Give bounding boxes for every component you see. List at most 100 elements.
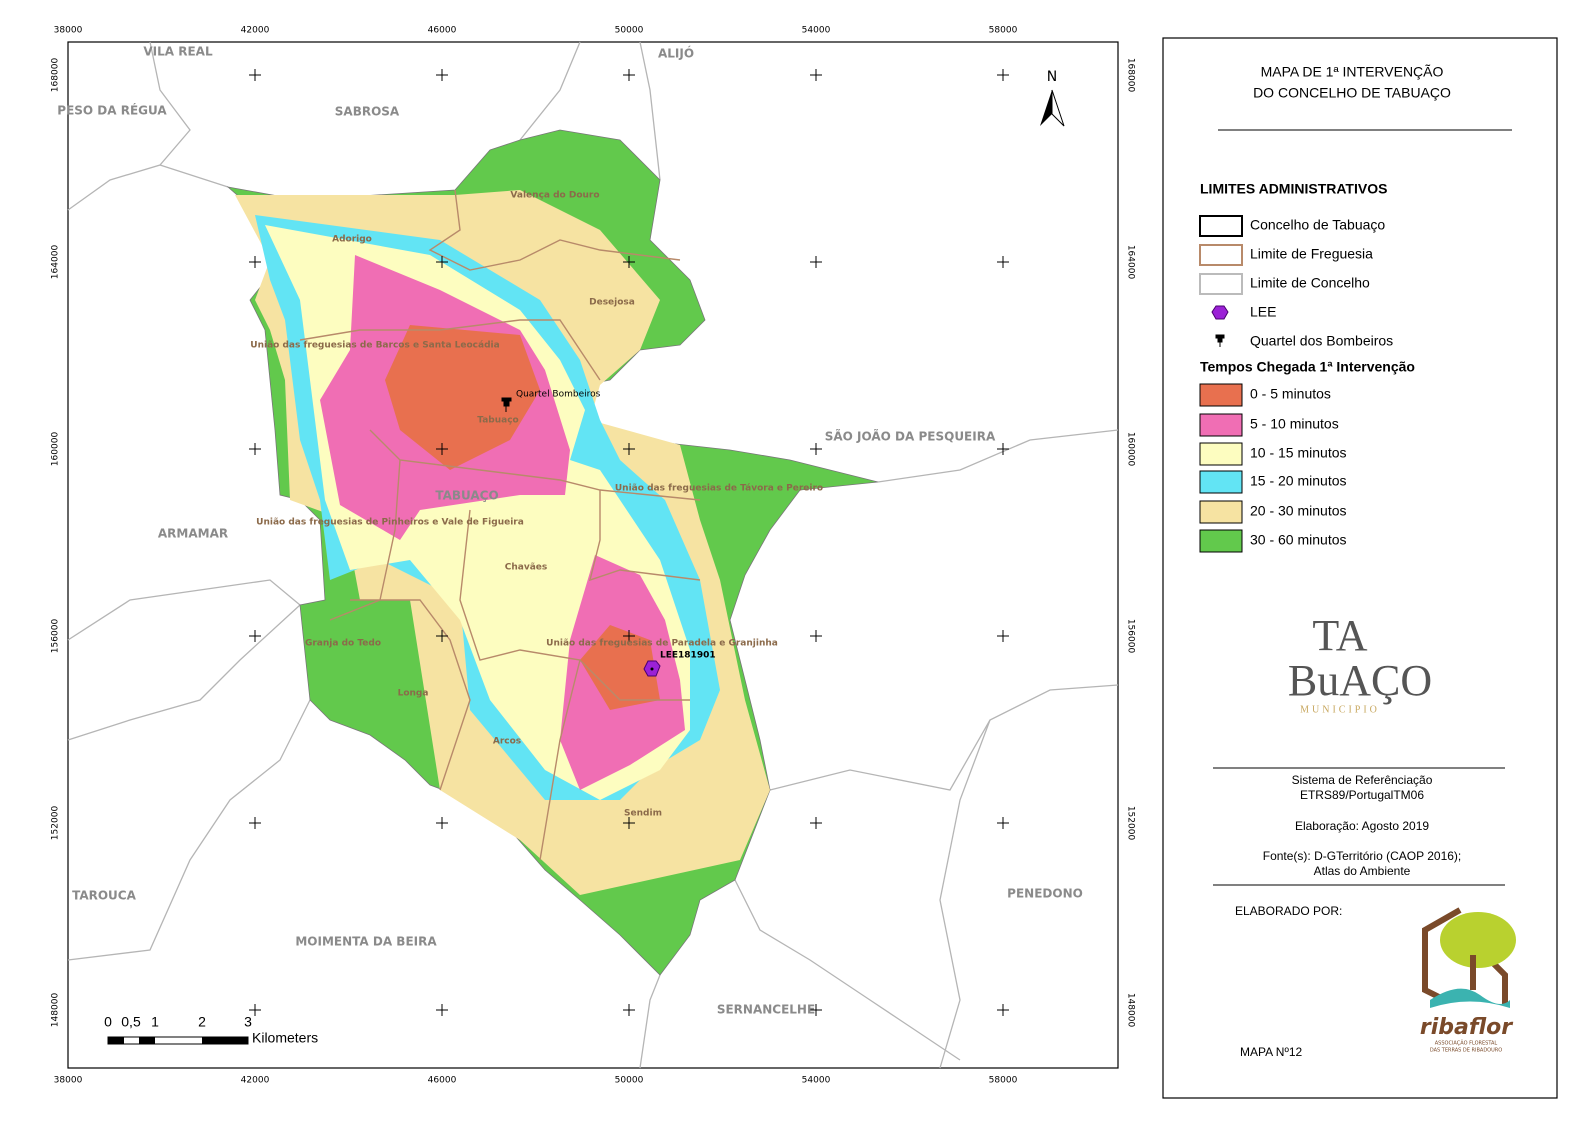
- freguesia-line: [428, 189, 681, 271]
- concelho-line: [877, 429, 1119, 483]
- info-text: Elaboração: Agosto 2019: [1295, 819, 1429, 833]
- time-classes: 0 - 5 minutos 5 - 10 minutos 10 - 15 minut…: [1199, 383, 1347, 553]
- freguesia-label: Chavães: [505, 563, 548, 573]
- freguesia-label: Sendim: [624, 809, 662, 819]
- x-tick-label: 58000: [989, 1076, 1018, 1086]
- legend-item: 15 - 20 minutos: [1250, 473, 1347, 489]
- legend-subheading: Tempos Chegada 1ª Intervenção: [1200, 359, 1415, 375]
- logo-text: MUNICIPIO: [1300, 704, 1380, 715]
- freguesia-label: União das freguesias de Távora e Pereiro: [615, 484, 823, 494]
- logo-tree: [1440, 912, 1516, 968]
- grid-cross: [436, 256, 448, 268]
- freguesia-line: [299, 319, 601, 381]
- freguesia-line: [459, 509, 690, 701]
- concelho-label: ALIJÓ: [658, 46, 694, 61]
- freguesia-label: União das freguesias de Paradela e Granj…: [546, 639, 778, 649]
- scale-label: 1: [151, 1014, 159, 1030]
- grid-cross: [249, 69, 261, 81]
- grid-cross: [436, 817, 448, 829]
- legend-item: LEE: [1250, 304, 1276, 320]
- legend-item: 30 - 60 minutos: [1250, 532, 1347, 548]
- concelho-line: [734, 879, 961, 1061]
- freguesia-label: União das freguesias de Pinheiros e Vale…: [256, 518, 524, 528]
- y-tick-label: 168000: [1126, 58, 1136, 93]
- freguesia-line: [539, 659, 581, 861]
- scale-label: 2: [198, 1014, 206, 1030]
- x-tick-label: 50000: [615, 26, 644, 36]
- y-tick-label: 168000: [51, 58, 61, 93]
- legend-heading: LIMITES ADMINISTRATIVOS: [1200, 181, 1387, 197]
- logo-river: [1430, 988, 1510, 1008]
- grid-cross: [623, 256, 635, 268]
- concelho-line: [519, 41, 581, 141]
- logo-text: DAS TERRAS DE RIBADOURO: [1430, 1048, 1502, 1054]
- x-tick-label: 50000: [615, 1076, 644, 1086]
- logo-trunk: [1470, 955, 1476, 990]
- freguesia-label: Tabuaço: [477, 416, 519, 426]
- scale-label: 3: [244, 1014, 252, 1030]
- x-tick-label: 42000: [241, 1076, 270, 1086]
- freguesia-label: Valença do Douro: [510, 191, 599, 201]
- y-tick-label: 156000: [1126, 619, 1136, 654]
- freguesia-label: Longa: [398, 689, 429, 699]
- x-tick-label: 54000: [802, 26, 831, 36]
- logo-hex: [1422, 907, 1462, 1003]
- concelho-line: [769, 684, 1119, 791]
- grid-cross: [436, 443, 448, 455]
- concelho-line: [67, 579, 301, 641]
- concelho-label: SÃO JOÃO DA PESQUEIRA: [825, 429, 996, 444]
- concelho-limits: [67, 41, 1119, 1069]
- legend-item: 5 - 10 minutos: [1250, 416, 1339, 432]
- info-text: MAPA Nº12: [1240, 1045, 1303, 1059]
- x-tick-label: 54000: [802, 1076, 831, 1086]
- grid-cross: [249, 443, 261, 455]
- concelho-line: [159, 164, 229, 188]
- north-arrow-left: [1040, 90, 1052, 126]
- freguesia-line: [369, 429, 701, 501]
- x-tick-label: 46000: [428, 26, 457, 36]
- tabuaco-logo: TA BuAÇO MUNICIPIO: [1288, 611, 1432, 715]
- grid-cross: [436, 630, 448, 642]
- freguesia-label: União das freguesias de Barcos e Santa L…: [250, 341, 499, 351]
- x-tick-label: 58000: [989, 26, 1018, 36]
- info-text: ELABORADO POR:: [1235, 904, 1342, 918]
- x-tick-label: 46000: [428, 1076, 457, 1086]
- concelho-label: SERNANCELHE: [717, 1003, 815, 1017]
- scale-bar-segment: [139, 1037, 155, 1044]
- y-tick-label: 164000: [1126, 245, 1136, 280]
- legend-item: Concelho de Tabuaço: [1250, 217, 1385, 233]
- lee-label: LEE181901: [660, 651, 716, 661]
- zone-0-5: [385, 325, 540, 470]
- swatch-bombeiros: [1215, 334, 1225, 347]
- freguesia-line: [589, 490, 701, 582]
- bombeiros-label: Quartel Bombeiros: [516, 390, 601, 400]
- map-title: MAPA DE 1ª INTERVENÇÃO: [1261, 64, 1444, 80]
- swatch-lee: [1211, 305, 1229, 320]
- grid-cross: [810, 443, 822, 455]
- swatch-freguesia: [1199, 244, 1243, 266]
- lee-icon-center: [650, 667, 654, 671]
- grid-cross: [623, 630, 635, 642]
- y-tick-label: 148000: [51, 993, 61, 1028]
- freguesia-limits: [299, 189, 701, 861]
- legend-item: Quartel dos Bombeiros: [1250, 333, 1393, 349]
- swatch-limite-concelho: [1199, 273, 1243, 295]
- grid-cross: [997, 817, 1009, 829]
- logo-text: BuAÇO: [1288, 656, 1432, 705]
- concelho-label: PENEDONO: [1007, 887, 1083, 901]
- grid-cross: [997, 1004, 1009, 1016]
- y-tick-label: 164000: [51, 245, 61, 280]
- freguesia-label: Adorigo: [332, 235, 372, 245]
- legend-swatch: [1199, 413, 1243, 437]
- grid-cross: [249, 817, 261, 829]
- legend-item: 20 - 30 minutos: [1250, 503, 1347, 519]
- y-tick-label: 160000: [51, 432, 61, 467]
- y-tick-label: 156000: [51, 619, 61, 654]
- grid-cross: [997, 630, 1009, 642]
- grid-cross: [810, 1004, 822, 1016]
- grid-cross: [810, 256, 822, 268]
- x-tick-label: 42000: [241, 26, 270, 36]
- swatch-concelho: [1199, 215, 1243, 237]
